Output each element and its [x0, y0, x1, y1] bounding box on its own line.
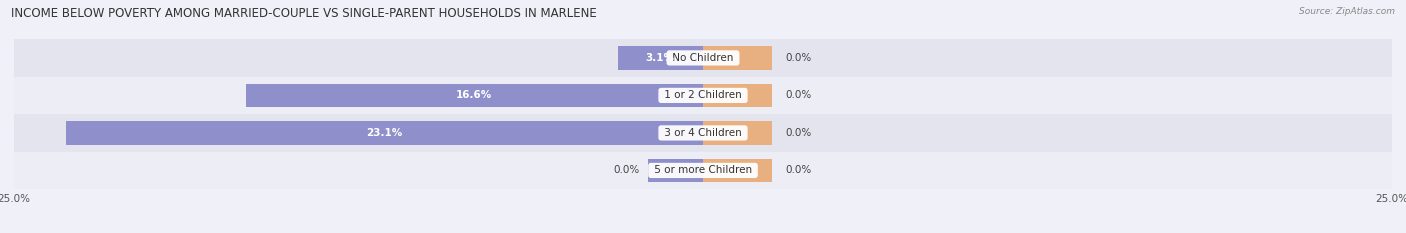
Text: 1 or 2 Children: 1 or 2 Children — [661, 90, 745, 100]
Bar — [14, 77, 1392, 114]
Text: 0.0%: 0.0% — [786, 128, 811, 138]
Bar — [14, 114, 1392, 152]
Bar — [617, 46, 703, 69]
Bar — [14, 39, 1392, 77]
Bar — [648, 159, 703, 182]
Text: No Children: No Children — [669, 53, 737, 63]
Text: 23.1%: 23.1% — [367, 128, 404, 138]
Bar — [246, 84, 703, 107]
Text: Source: ZipAtlas.com: Source: ZipAtlas.com — [1299, 7, 1395, 16]
Text: 0.0%: 0.0% — [786, 165, 811, 175]
Text: 5 or more Children: 5 or more Children — [651, 165, 755, 175]
Text: 3 or 4 Children: 3 or 4 Children — [661, 128, 745, 138]
Bar — [14, 152, 1392, 189]
Bar — [703, 121, 772, 144]
Text: 0.0%: 0.0% — [786, 90, 811, 100]
Text: 0.0%: 0.0% — [786, 53, 811, 63]
Bar — [703, 159, 772, 182]
Bar — [703, 84, 772, 107]
Text: 3.1%: 3.1% — [645, 53, 675, 63]
Bar — [66, 121, 703, 144]
Text: 0.0%: 0.0% — [613, 165, 640, 175]
Text: INCOME BELOW POVERTY AMONG MARRIED-COUPLE VS SINGLE-PARENT HOUSEHOLDS IN MARLENE: INCOME BELOW POVERTY AMONG MARRIED-COUPL… — [11, 7, 598, 20]
Bar — [703, 46, 772, 69]
Text: 16.6%: 16.6% — [456, 90, 492, 100]
